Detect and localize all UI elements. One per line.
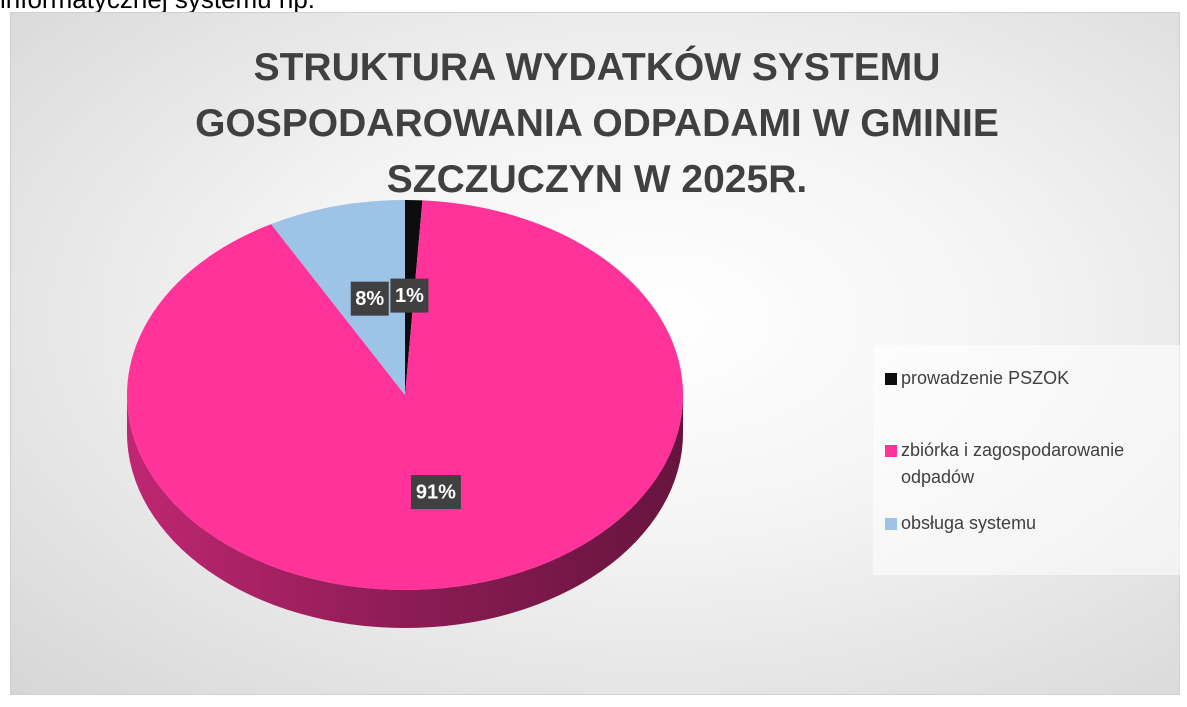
pie-side-shade: [127, 395, 683, 628]
pie-slice: [271, 200, 405, 395]
legend-item: prowadzenie PSZOK: [885, 365, 1175, 392]
legend: prowadzenie PSZOK zbiórka i zagospodarowa…: [873, 345, 1180, 575]
pie-slice: [126, 200, 684, 590]
legend-swatch: [885, 445, 897, 457]
legend-label: zbiórka i zagospodarowanie odpadów: [901, 440, 1125, 487]
legend-item: zbiórka i zagospodarowanie odpadów: [885, 437, 1175, 491]
legend-label: prowadzenie PSZOK: [901, 368, 1070, 388]
legend-label: obsługa systemu: [901, 513, 1037, 533]
legend-swatch: [885, 373, 897, 385]
data-label-box: [410, 475, 461, 510]
data-label: 91%: [416, 481, 456, 503]
page-text: informatycznej systemu np.: [0, 0, 315, 15]
legend-swatch: [885, 518, 897, 530]
pie: [126, 200, 684, 628]
data-label: 8%: [355, 288, 384, 310]
chart-title: STRUKTURA WYDATKÓW SYSTEMU GOSPODAROWANI…: [195, 46, 999, 201]
data-label-box: [350, 281, 389, 316]
data-label: 1%: [395, 285, 424, 307]
legend-item: obsługa systemu: [885, 510, 1175, 537]
data-label-box: [390, 278, 429, 313]
